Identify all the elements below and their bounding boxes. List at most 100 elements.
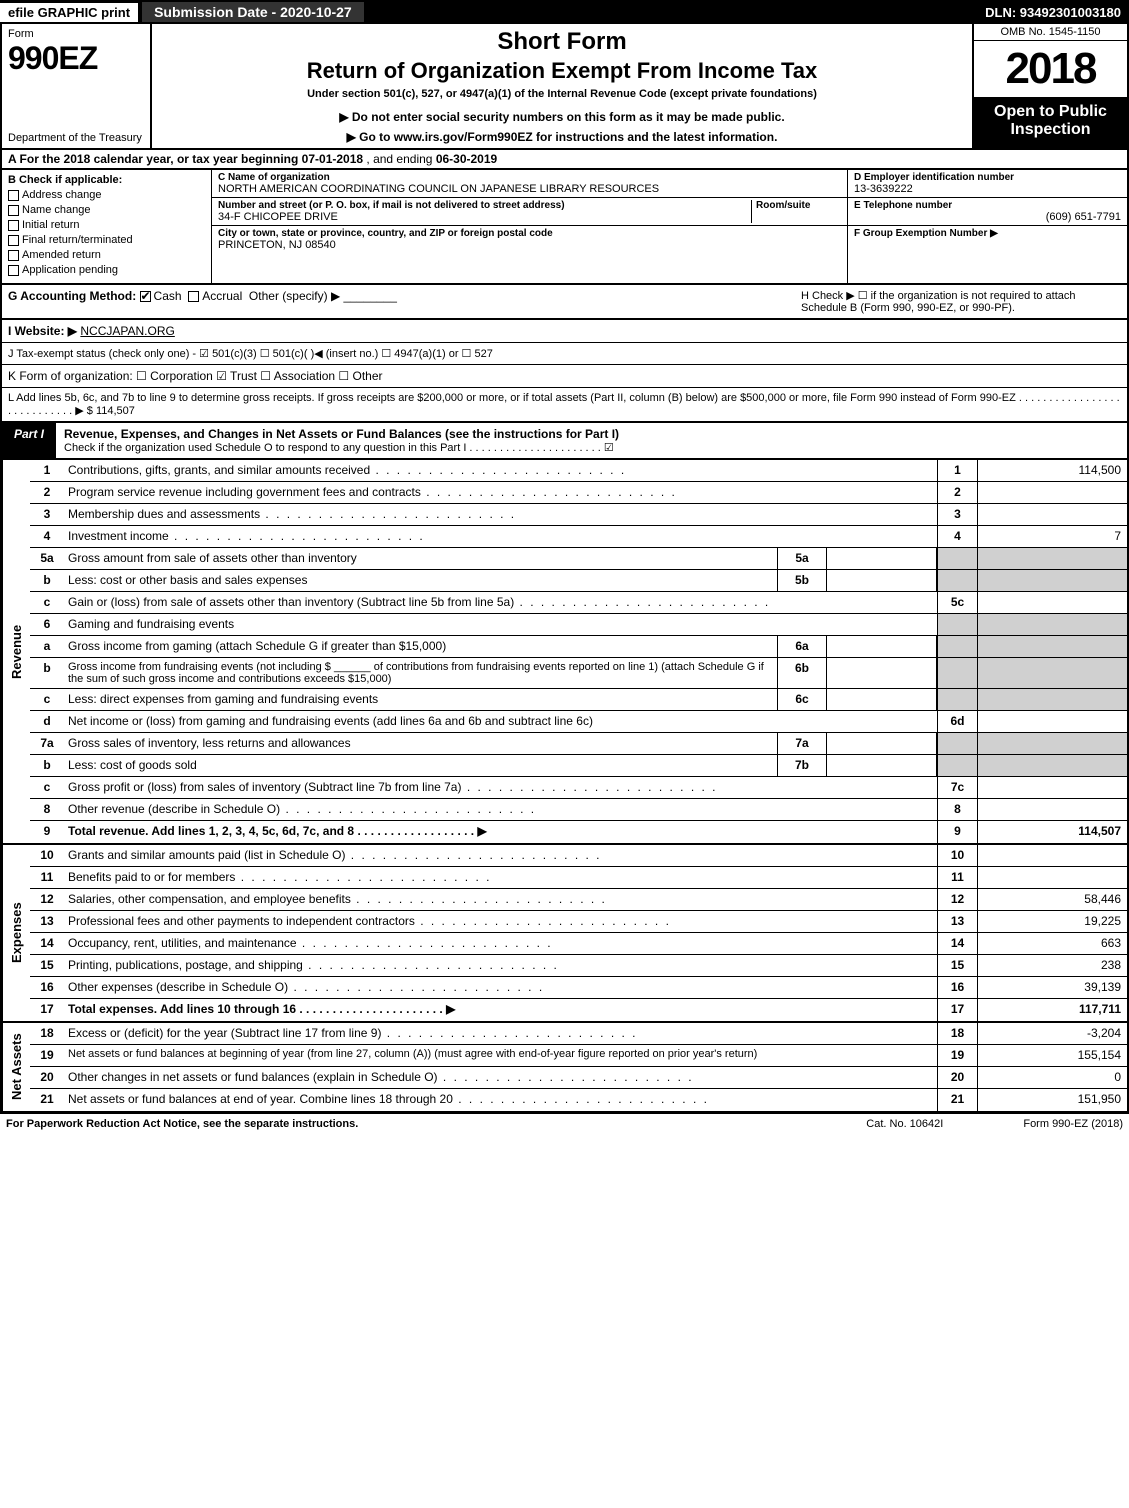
line-12-value: 58,446 <box>977 889 1127 910</box>
line-8-value <box>977 799 1127 820</box>
chk-final-return[interactable]: Final return/terminated <box>8 234 205 246</box>
line-10-desc: Grants and similar amounts paid (list in… <box>64 845 937 866</box>
line-7c-value <box>977 777 1127 798</box>
line-17-value: 117,711 <box>977 999 1127 1021</box>
line-19-desc: Net assets or fund balances at beginning… <box>64 1045 937 1066</box>
ein-value: 13-3639222 <box>854 183 1121 195</box>
expenses-table: Expenses 10Grants and similar amounts pa… <box>0 845 1129 1023</box>
part-1-label: Part I <box>2 423 56 458</box>
street-address: 34-F CHICOPEE DRIVE <box>218 211 751 223</box>
tax-year: 2018 <box>974 41 1127 97</box>
no-ssn-note: ▶ Do not enter social security numbers o… <box>160 110 964 124</box>
block-c-address: C Name of organization NORTH AMERICAN CO… <box>212 170 847 283</box>
d-ein-label: D Employer identification number <box>854 172 1121 183</box>
line-14-desc: Occupancy, rent, utilities, and maintena… <box>64 933 937 954</box>
line-9-value: 114,507 <box>977 821 1127 843</box>
form-word: Form <box>8 28 144 40</box>
g-label: G Accounting Method: <box>8 289 136 303</box>
row-a-tax-year: A For the 2018 calendar year, or tax yea… <box>0 150 1129 170</box>
block-b: B Check if applicable: Address change Na… <box>0 170 1129 285</box>
line-6c-desc: Less: direct expenses from gaming and fu… <box>64 689 777 710</box>
omb-number: OMB No. 1545-1150 <box>974 24 1127 41</box>
line-11-desc: Benefits paid to or for members <box>64 867 937 888</box>
chk-address-change[interactable]: Address change <box>8 189 205 201</box>
line-7b-desc: Less: cost of goods sold <box>64 755 777 776</box>
chk-initial-return[interactable]: Initial return <box>8 219 205 231</box>
c-name-label: C Name of organization <box>218 172 841 183</box>
line-7a-desc: Gross sales of inventory, less returns a… <box>64 733 777 754</box>
chk-cash[interactable] <box>140 291 151 302</box>
line-18-value: -3,204 <box>977 1023 1127 1044</box>
open-public: Open to Public Inspection <box>974 97 1127 148</box>
goto-link: ▶ Go to www.irs.gov/Form990EZ for instru… <box>160 130 964 144</box>
line-3-desc: Membership dues and assessments <box>64 504 937 525</box>
header-mid: Short Form Return of Organization Exempt… <box>152 24 972 148</box>
line-4-value: 7 <box>977 526 1127 547</box>
line-13-desc: Professional fees and other payments to … <box>64 911 937 932</box>
under-section: Under section 501(c), 527, or 4947(a)(1)… <box>160 88 964 100</box>
revenue-table: Revenue 1Contributions, gifts, grants, a… <box>0 460 1129 845</box>
chk-accrual[interactable] <box>188 291 199 302</box>
i-label: I Website: ▶ <box>8 324 77 338</box>
line-19-value: 155,154 <box>977 1045 1127 1066</box>
return-title: Return of Organization Exempt From Incom… <box>160 58 964 84</box>
submission-date: Submission Date - 2020-10-27 <box>142 2 364 22</box>
line-17-desc: Total expenses. Add lines 10 through 16 … <box>64 999 937 1021</box>
line-3-value <box>977 504 1127 525</box>
block-def: D Employer identification number 13-3639… <box>847 170 1127 283</box>
line-5c-desc: Gain or (loss) from sale of assets other… <box>64 592 937 613</box>
line-2-value <box>977 482 1127 503</box>
row-a-mid: , and ending <box>366 152 435 166</box>
line-6d-value <box>977 711 1127 732</box>
netassets-side-label: Net Assets <box>2 1023 30 1111</box>
line-4-desc: Investment income <box>64 526 937 547</box>
page-footer: For Paperwork Reduction Act Notice, see … <box>0 1113 1129 1134</box>
header-left: Form 990EZ Department of the Treasury <box>2 24 152 148</box>
part-1-header: Part I Revenue, Expenses, and Changes in… <box>0 423 1129 460</box>
dln-label: DLN: 93492301003180 <box>977 3 1129 22</box>
form-number: 990EZ <box>8 40 144 77</box>
b-header: B Check if applicable: <box>8 174 205 186</box>
footer-notice: For Paperwork Reduction Act Notice, see … <box>6 1118 358 1130</box>
line-8-desc: Other revenue (describe in Schedule O) <box>64 799 937 820</box>
chk-application-pending[interactable]: Application pending <box>8 264 205 276</box>
line-6a-desc: Gross income from gaming (attach Schedul… <box>64 636 777 657</box>
expenses-side-label: Expenses <box>2 845 30 1021</box>
chk-name-change[interactable]: Name change <box>8 204 205 216</box>
line-10-value <box>977 845 1127 866</box>
footer-formname: Form 990-EZ (2018) <box>1023 1118 1123 1130</box>
phone-value: (609) 651-7791 <box>854 211 1121 223</box>
part-1-sub: Check if the organization used Schedule … <box>64 441 1119 454</box>
line-6-desc: Gaming and fundraising events <box>64 614 937 635</box>
line-1-value: 114,500 <box>977 460 1127 481</box>
line-1-desc: Contributions, gifts, grants, and simila… <box>64 460 937 481</box>
row-l-gross-receipts: L Add lines 5b, 6c, and 7b to line 9 to … <box>0 387 1129 423</box>
revenue-side-label: Revenue <box>2 460 30 843</box>
line-20-value: 0 <box>977 1067 1127 1088</box>
line-21-value: 151,950 <box>977 1089 1127 1111</box>
line-9-desc: Total revenue. Add lines 1, 2, 3, 4, 5c,… <box>64 821 937 843</box>
footer-catno: Cat. No. 10642I <box>866 1118 943 1130</box>
block-b-checkboxes: B Check if applicable: Address change Na… <box>2 170 212 283</box>
gross-receipts-value: 114,507 <box>96 405 135 417</box>
line-7c-desc: Gross profit or (loss) from sales of inv… <box>64 777 937 798</box>
e-phone-label: E Telephone number <box>854 200 1121 211</box>
row-k-form-org: K Form of organization: ☐ Corporation ☑ … <box>0 364 1129 387</box>
line-5a-desc: Gross amount from sale of assets other t… <box>64 548 777 569</box>
tax-year-end: 06-30-2019 <box>436 152 497 166</box>
room-label: Room/suite <box>756 200 841 211</box>
row-i-website: I Website: ▶ NCCJAPAN.ORG <box>0 320 1129 342</box>
part-1-title: Revenue, Expenses, and Changes in Net As… <box>64 427 619 441</box>
website-value[interactable]: NCCJAPAN.ORG <box>80 324 174 338</box>
line-20-desc: Other changes in net assets or fund bala… <box>64 1067 937 1088</box>
tax-year-begin: 07-01-2018 <box>302 152 363 166</box>
chk-amended-return[interactable]: Amended return <box>8 249 205 261</box>
line-13-value: 19,225 <box>977 911 1127 932</box>
short-form-title: Short Form <box>160 28 964 56</box>
h-check-text: H Check ▶ ☐ if the organization is not r… <box>801 289 1121 314</box>
line-6b-desc: Gross income from fundraising events (no… <box>64 658 777 688</box>
city-state-zip: PRINCETON, NJ 08540 <box>218 239 841 251</box>
line-2-desc: Program service revenue including govern… <box>64 482 937 503</box>
f-group-label: F Group Exemption Number ▶ <box>854 228 1121 239</box>
line-16-desc: Other expenses (describe in Schedule O) <box>64 977 937 998</box>
